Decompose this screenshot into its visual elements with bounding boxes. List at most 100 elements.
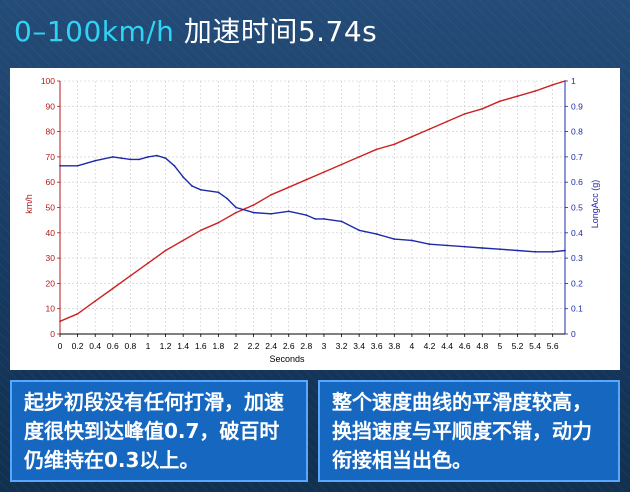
acceleration-chart: 0 0.2 0.4 0.6 0.8 1 1.2 1.4 1.6 1.8 2 2.2 2.4 2.6 2.8 3… — [24, 76, 600, 364]
x-tick-label: 3.6 — [371, 341, 383, 351]
speed-point — [534, 90, 536, 92]
series-layer — [59, 80, 566, 323]
longacc-point — [235, 206, 237, 209]
y2-tick-label: 0.7 — [571, 152, 583, 162]
longacc-point — [120, 157, 123, 160]
longacc-point — [226, 197, 229, 200]
speed-point — [199, 229, 202, 232]
longacc-point — [516, 249, 519, 252]
x-tick-label: 1.8 — [212, 341, 224, 351]
y-tick-label: 50 — [46, 203, 56, 213]
longacc-point — [270, 212, 272, 215]
x-tick-label: 3 — [322, 341, 327, 351]
y2-tick-label: 0.9 — [571, 101, 583, 111]
longacc-point — [534, 250, 536, 253]
title-accent: 0–100km/h — [14, 15, 175, 48]
longacc-point — [564, 249, 566, 252]
speed-point — [358, 156, 360, 158]
y-tick-label: 30 — [46, 253, 56, 263]
longacc-point — [76, 164, 79, 167]
title-rest: 加速时间5.74s — [174, 15, 378, 48]
longacc-point — [217, 191, 220, 194]
longacc-point — [463, 245, 466, 248]
y-axis-label: km/h — [24, 194, 34, 214]
caption-left: 起步初段没有任何打滑，加速度很快到达峰值0.7，破百时仍维持在0.3以上。 — [10, 380, 308, 482]
x-tick-label: 5.2 — [512, 341, 524, 351]
y2-tick-label: 0.2 — [571, 278, 583, 288]
longacc-point — [191, 185, 193, 187]
longacc-point — [305, 214, 308, 217]
longacc-point — [499, 248, 501, 251]
x-tick-label: 5.6 — [547, 341, 559, 351]
longacc-point — [182, 176, 185, 178]
speed-point — [287, 186, 290, 189]
x-tick-label: 2.4 — [265, 341, 277, 351]
longacc-point — [314, 218, 316, 220]
speed-point — [252, 204, 255, 206]
y-tick-label: 90 — [46, 101, 56, 111]
y-tick-label: 0 — [50, 329, 55, 339]
ticks-layer: 0 0.2 0.4 0.6 0.8 1 1.2 1.4 1.6 1.8 2 2.2 2.4 2.6 2.8 3… — [41, 76, 583, 351]
longacc-point — [393, 238, 396, 241]
x-tick-label: 0 — [58, 341, 63, 351]
y2-tick-label: 0.1 — [571, 304, 583, 314]
x-tick-label: 4 — [410, 341, 415, 351]
longacc-point — [551, 250, 554, 253]
longacc-point — [164, 157, 167, 160]
longacc-point — [446, 244, 448, 247]
speed-point — [551, 83, 554, 86]
speed-point — [164, 249, 167, 252]
speed-point — [323, 171, 325, 173]
chart-frame: 0 0.2 0.4 0.6 0.8 1 1.2 1.4 1.6 1.8 2 2.2 2.4 2.6 2.8 3… — [10, 68, 620, 370]
y2-tick-label: 0.4 — [571, 228, 583, 238]
y2-tick-label: 0.6 — [571, 177, 583, 187]
longacc-point — [323, 218, 325, 220]
y-tick-label: 80 — [46, 127, 56, 137]
y-tick-label: 20 — [46, 278, 56, 288]
speed-point — [340, 163, 343, 166]
speed-point — [270, 193, 272, 196]
y2-tick-label: 0.8 — [571, 127, 583, 137]
speed-series-line — [59, 80, 566, 322]
y-tick-label: 10 — [46, 304, 56, 314]
x-tick-label: 3.2 — [336, 341, 348, 351]
x-tick-label: 0.4 — [89, 341, 101, 351]
longacc-point — [94, 159, 97, 162]
x-tick-label: 3.4 — [353, 341, 365, 351]
x-tick-label: 2.6 — [283, 341, 295, 351]
y-tick-label: 40 — [46, 228, 56, 238]
speed-point — [375, 148, 378, 151]
x-tick-label: 2.8 — [300, 341, 312, 351]
caption-right: 整个速度曲线的平滑度较高，换挡速度与平顺度不错，动力衔接相当出色。 — [318, 380, 620, 482]
speed-point — [94, 300, 97, 302]
x-tick-label: 2.2 — [248, 341, 260, 351]
speed-point — [129, 274, 132, 277]
speed-point — [516, 95, 519, 98]
longacc-point — [358, 229, 360, 232]
longacc-point — [59, 164, 61, 167]
y2-tick-label: 0.3 — [571, 253, 583, 263]
x-tick-label: 3.8 — [388, 341, 400, 351]
longacc-point — [428, 243, 431, 246]
page-title: 0–100km/h 加速时间5.74s — [14, 10, 377, 50]
speed-point — [147, 262, 149, 265]
x-tick-label: 0.6 — [107, 341, 119, 351]
speed-point — [463, 113, 466, 115]
y2-tick-label: 1 — [571, 76, 576, 86]
x-tick-label: 4.4 — [441, 341, 453, 351]
y-tick-label: 70 — [46, 152, 56, 162]
x-tick-label: 1.4 — [177, 341, 189, 351]
longacc-point — [199, 188, 202, 191]
x-tick-label: 4.2 — [424, 341, 436, 351]
x-tick-label: 5.4 — [529, 341, 541, 351]
speed-point — [182, 239, 185, 242]
y2-tick-label: 0 — [571, 329, 576, 339]
x-tick-label: 1.2 — [160, 341, 172, 351]
header-banner: 0–100km/h 加速时间5.74s — [0, 0, 630, 56]
longacc-point — [375, 233, 378, 236]
speed-point — [235, 211, 237, 214]
x-axis-label: Seconds — [269, 354, 305, 364]
speed-point — [428, 128, 431, 130]
y2-tick-label: 0.5 — [571, 203, 583, 213]
